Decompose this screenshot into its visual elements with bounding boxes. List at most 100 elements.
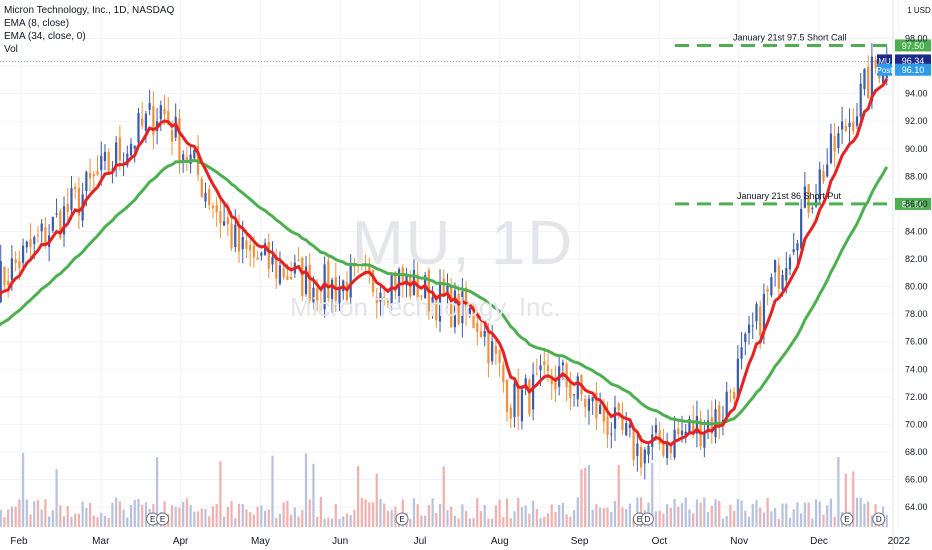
candle-body[interactable]	[85, 172, 88, 192]
candle-body[interactable]	[822, 171, 825, 182]
candle-body[interactable]	[70, 188, 73, 210]
candle-body[interactable]	[755, 303, 758, 322]
candle-body[interactable]	[531, 374, 535, 410]
candle-body[interactable]	[628, 424, 632, 429]
candle-body[interactable]	[394, 271, 397, 292]
candle-body[interactable]	[25, 241, 28, 248]
candle-body[interactable]	[867, 66, 870, 99]
candle-body[interactable]	[788, 257, 792, 270]
candle-body[interactable]	[290, 276, 293, 279]
candle-body[interactable]	[271, 256, 274, 265]
candle-body[interactable]	[304, 266, 308, 295]
candle-body[interactable]	[498, 349, 501, 363]
candle-body[interactable]	[92, 174, 95, 177]
candle-body[interactable]	[777, 265, 780, 289]
candle-body[interactable]	[100, 155, 103, 170]
candle-body[interactable]	[855, 116, 859, 126]
candle-body[interactable]	[263, 243, 267, 255]
event-marker[interactable]	[840, 512, 854, 526]
candle-body[interactable]	[494, 346, 497, 354]
candle-body[interactable]	[234, 224, 237, 247]
candle-body[interactable]	[368, 264, 371, 271]
candle-body[interactable]	[599, 404, 602, 415]
ema-8-line[interactable]	[0, 78, 889, 447]
candle-body[interactable]	[316, 288, 319, 301]
candle-body[interactable]	[587, 398, 591, 411]
candle-body[interactable]	[260, 252, 263, 256]
candle-body[interactable]	[840, 121, 844, 130]
candle-body[interactable]	[96, 171, 99, 175]
candle-body[interactable]	[323, 264, 326, 310]
candle-body[interactable]	[435, 300, 438, 321]
candle-body[interactable]	[781, 274, 784, 290]
candle-body[interactable]	[524, 378, 527, 389]
legend-symbol[interactable]: Micron Technology, Inc., 1D, NASDAQ	[4, 5, 175, 16]
candle-body[interactable]	[103, 151, 107, 162]
candle-body[interactable]	[211, 205, 215, 209]
candle-body[interactable]	[397, 269, 401, 296]
candle-body[interactable]	[446, 285, 449, 295]
candle-body[interactable]	[185, 156, 188, 162]
candle-body[interactable]	[0, 261, 2, 302]
candle-body[interactable]	[535, 373, 538, 375]
candle-body[interactable]	[848, 122, 851, 128]
candle-body[interactable]	[572, 394, 576, 396]
candle-body[interactable]	[115, 142, 118, 167]
candle-body[interactable]	[107, 152, 110, 172]
candle-body[interactable]	[833, 136, 836, 152]
candle-body[interactable]	[569, 383, 572, 399]
legend-volume[interactable]: Vol	[4, 44, 18, 55]
candle-body[interactable]	[3, 266, 6, 286]
candle-body[interactable]	[762, 293, 766, 335]
candle-body[interactable]	[513, 383, 516, 418]
candle-body[interactable]	[330, 279, 334, 299]
candle-body[interactable]	[126, 153, 129, 166]
candle-body[interactable]	[610, 433, 613, 435]
candle-body[interactable]	[468, 307, 471, 317]
candle-body[interactable]	[88, 172, 92, 179]
candle-body[interactable]	[189, 154, 192, 165]
candle-body[interactable]	[796, 243, 799, 251]
candle-body[interactable]	[695, 416, 699, 434]
candle-body[interactable]	[21, 245, 25, 263]
candle-body[interactable]	[461, 291, 464, 324]
candle-body[interactable]	[476, 322, 479, 332]
candle-body[interactable]	[654, 425, 658, 433]
candle-body[interactable]	[766, 288, 769, 292]
candle-body[interactable]	[44, 227, 47, 246]
candle-body[interactable]	[66, 203, 69, 212]
candle-body[interactable]	[591, 397, 594, 402]
candle-body[interactable]	[602, 404, 605, 422]
candle-body[interactable]	[59, 211, 62, 238]
candle-body[interactable]	[297, 260, 300, 262]
candle-body[interactable]	[874, 59, 877, 68]
candle-body[interactable]	[606, 416, 609, 436]
candle-body[interactable]	[520, 389, 524, 422]
candle-body[interactable]	[881, 74, 885, 84]
candle-body[interactable]	[811, 207, 814, 209]
candle-body[interactable]	[621, 414, 624, 431]
candle-body[interactable]	[200, 178, 203, 197]
candle-body[interactable]	[252, 245, 256, 258]
candle-body[interactable]	[539, 365, 542, 371]
candle-body[interactable]	[74, 186, 77, 190]
candle-body[interactable]	[658, 430, 661, 444]
candle-body[interactable]	[744, 333, 747, 343]
candle-body[interactable]	[733, 391, 736, 399]
candle-body[interactable]	[528, 379, 531, 414]
candle-body[interactable]	[193, 149, 196, 159]
candle-body[interactable]	[245, 240, 248, 249]
candle-body[interactable]	[479, 331, 483, 337]
candle-body[interactable]	[643, 449, 646, 464]
price-axis[interactable]: 1 USD 64.00 66.00 68.00 70.00 72.00 74.00 76.00…	[10, 0, 931, 550]
candle-body[interactable]	[785, 268, 788, 281]
candle-body[interactable]	[561, 362, 565, 366]
candle-body[interactable]	[215, 205, 218, 213]
candle-body[interactable]	[349, 265, 352, 298]
candle-body[interactable]	[666, 442, 669, 458]
candle-body[interactable]	[718, 404, 721, 427]
candle-body[interactable]	[792, 249, 795, 253]
candle-body[interactable]	[241, 237, 244, 250]
candle-body[interactable]	[375, 297, 378, 304]
